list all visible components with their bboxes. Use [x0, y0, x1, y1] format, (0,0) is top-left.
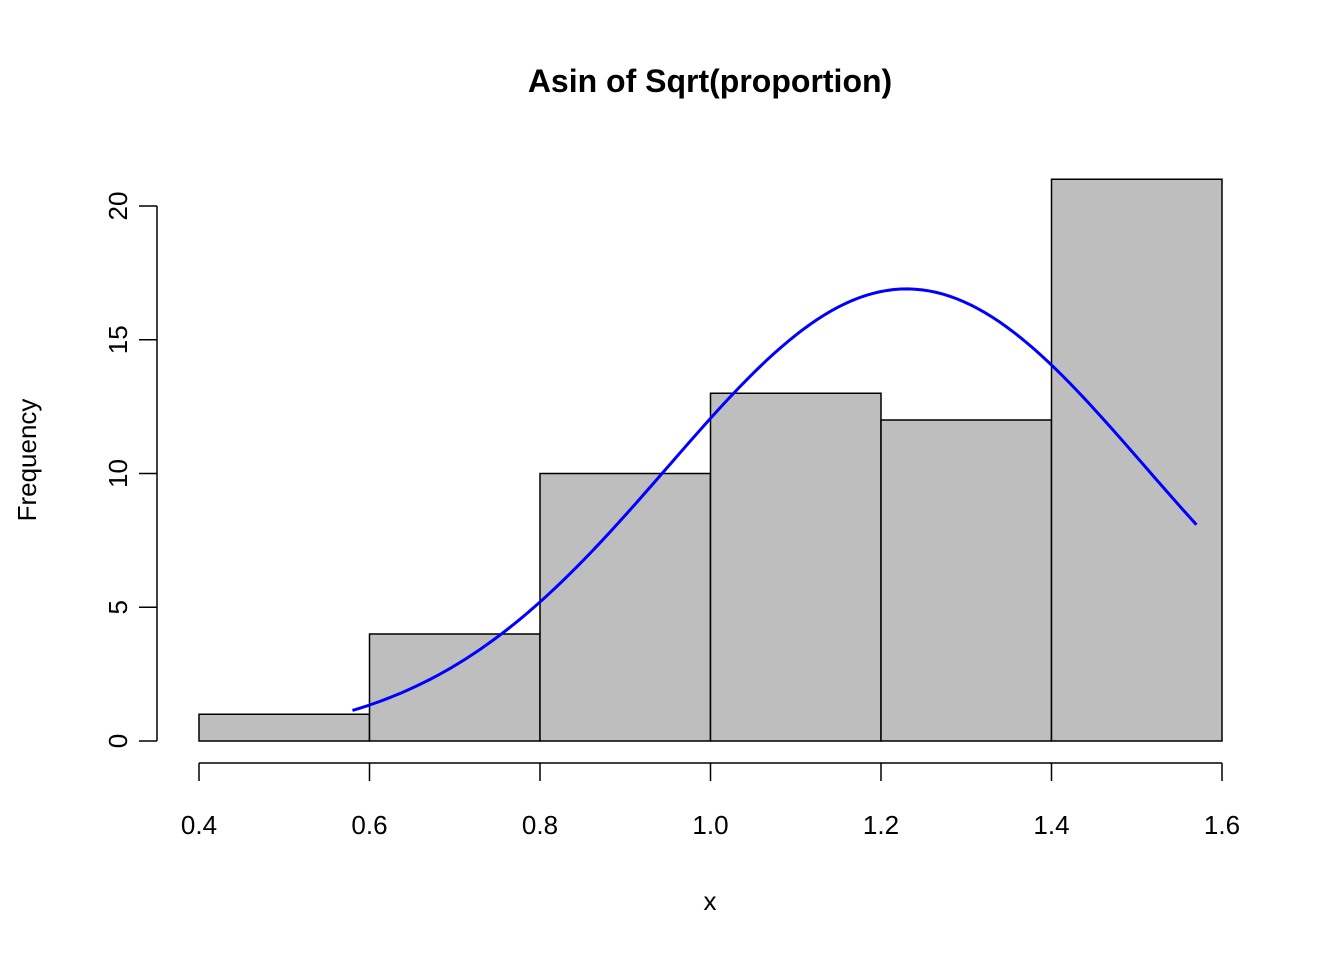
y-axis: 0 5 10 15 20 — [103, 192, 158, 748]
x-tick-label-3: 1.0 — [692, 810, 728, 840]
histogram-bar-5 — [880, 419, 1053, 742]
x-tick-label-2: 0.8 — [522, 810, 558, 840]
bars-group — [198, 178, 1223, 742]
x-tick-label-5: 1.4 — [1033, 810, 1069, 840]
x-tick-label-1: 0.6 — [351, 810, 387, 840]
chart-title: Asin of Sqrt(proportion) — [528, 63, 892, 99]
x-tick-label-6: 1.6 — [1204, 810, 1240, 840]
x-tick-label-4: 1.2 — [863, 810, 899, 840]
density-curve — [352, 287, 1198, 712]
histogram-bar-1 — [198, 713, 371, 742]
x-axis-label: x — [704, 886, 717, 916]
histogram-bar-3 — [539, 472, 712, 742]
y-tick-label-1: 5 — [103, 600, 133, 614]
x-axis: 0.4 0.6 0.8 1.0 1.2 1.4 1.6 — [181, 762, 1240, 840]
y-axis-label: Frequency — [12, 399, 42, 522]
x-tick-label-0: 0.4 — [181, 810, 217, 840]
histogram-bar-4 — [709, 392, 882, 742]
y-tick-label-3: 15 — [103, 325, 133, 354]
histogram-bar-6 — [1050, 178, 1223, 742]
y-tick-label-2: 10 — [103, 459, 133, 488]
y-tick-label-4: 20 — [103, 192, 133, 221]
histogram-bar-2 — [368, 633, 541, 742]
y-tick-label-0: 0 — [103, 734, 133, 748]
